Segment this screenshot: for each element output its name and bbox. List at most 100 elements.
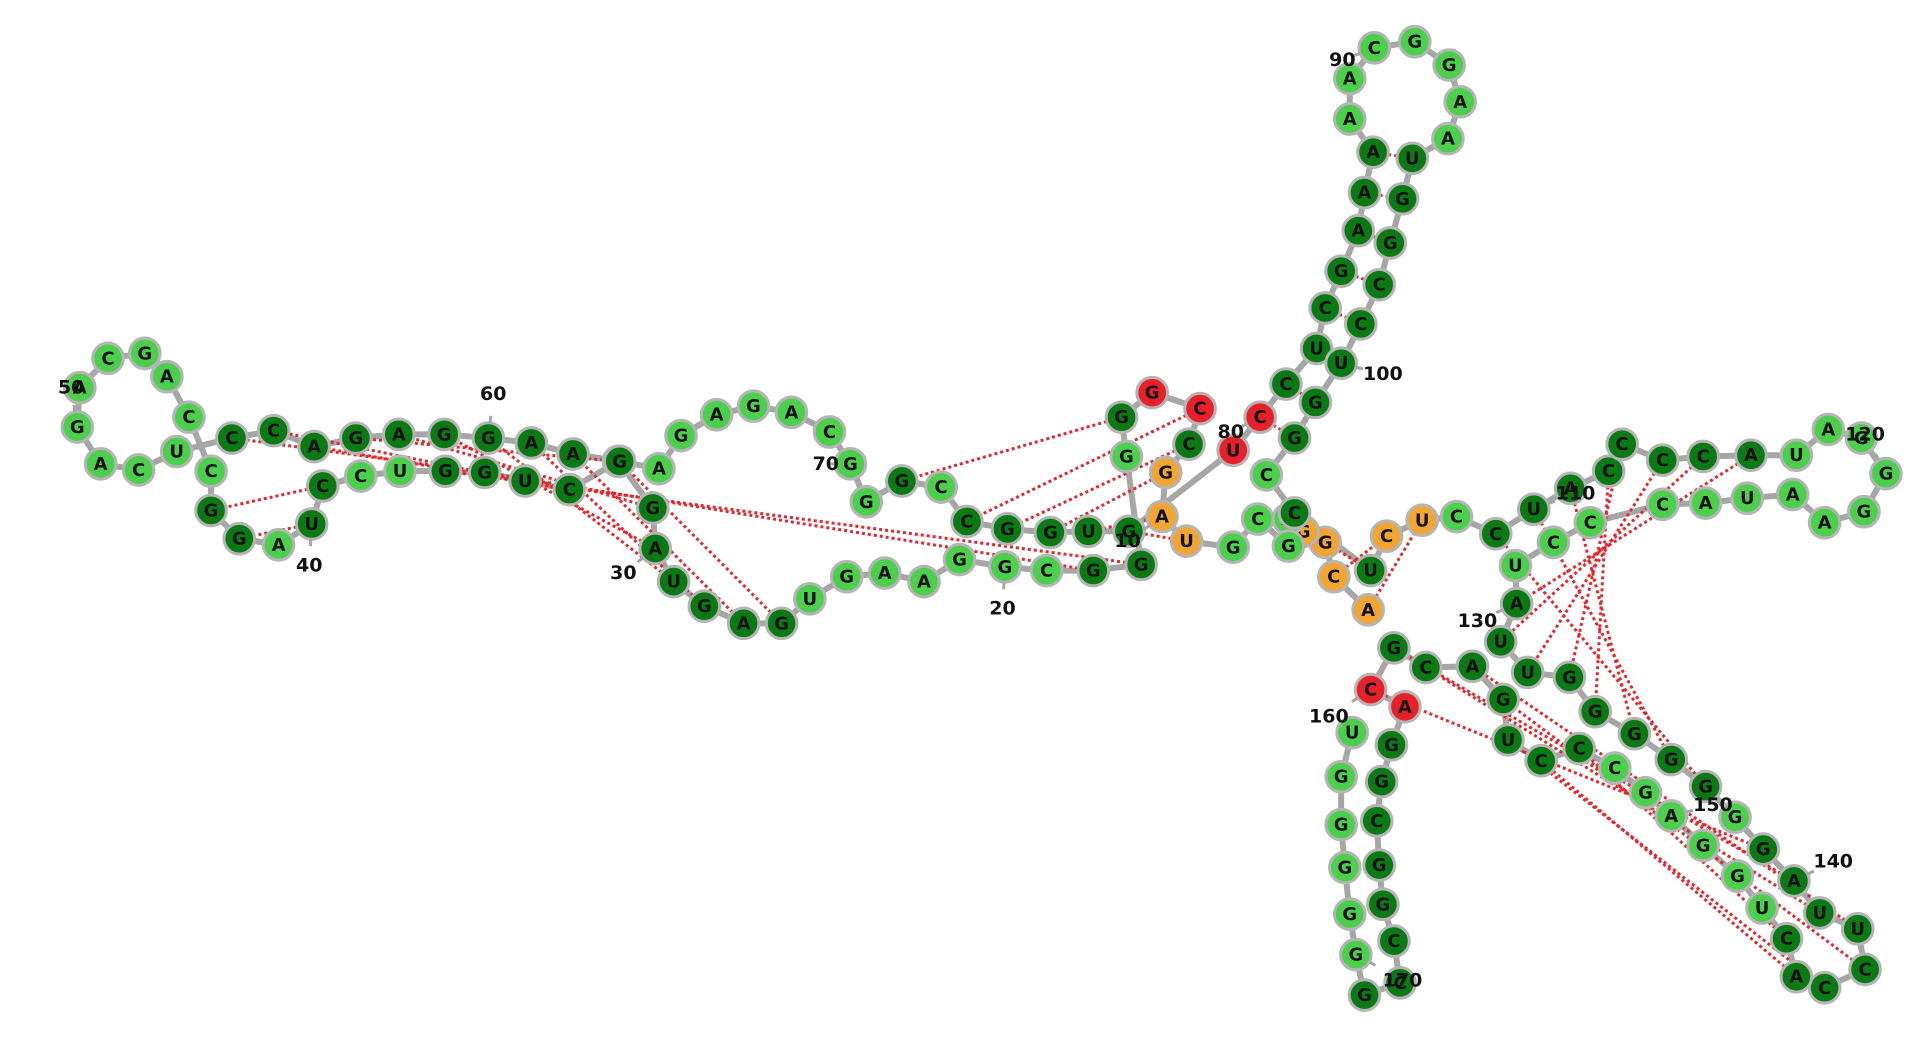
nucleotide-letter: A [1786,484,1800,505]
nucleotide-letter: C [1193,399,1206,420]
nucleotide-letter: A [1155,507,1169,528]
nucleotide-circle [1605,427,1639,462]
nucleotide-circle [1552,660,1587,695]
nucleotide-node: A [62,370,97,405]
nucleotide-node: A [1654,799,1689,833]
nucleotide-letter: U [1520,662,1535,683]
nucleotide-letter: U [518,471,533,492]
nucleotide-circle [829,559,864,594]
base-pair-bond [1063,478,1153,527]
nucleotide-node: A [1499,586,1534,621]
nucleotide-letter: G [204,500,219,521]
nucleotide-letter: G [1281,536,1296,557]
nucleotide-node: A [1431,121,1465,156]
nucleotide-circle [907,564,941,599]
nucleotide-node: C [1308,291,1343,325]
nucleotide-letter: G [1383,233,1398,254]
nucleotide-node: G [1324,759,1358,794]
nucleotide-letter: A [1664,806,1678,827]
nucleotide-letter: A [1821,419,1835,440]
nucleotide-node: U [1498,548,1533,583]
nucleotide-letter: C [132,460,145,481]
nucleotide-node: G [1112,514,1146,549]
nucleotide-letter: C [1319,298,1332,319]
nucleotide-letter: A [524,433,538,454]
nucleotide-letter: G [1696,835,1711,856]
nucleotide-node: U [1405,503,1439,538]
nucleotide-circle [467,455,502,490]
nucleotide-circle [1362,848,1397,882]
nucleotide-circle [1169,524,1204,558]
nucleotide-node: C [1249,458,1284,492]
nucleotide-node: A [1553,471,1588,506]
nucleotide-node: C [1645,443,1680,477]
nucleotide-circle [556,437,590,471]
nucleotide-circle [1240,502,1275,536]
nucleotide-letter: G [1158,462,1173,483]
nucleotide-letter: G [1342,904,1357,925]
base-pair-bond [1571,458,1621,663]
nucleotide-letter: U [1789,445,1804,466]
position-label: 30 [610,562,636,584]
nucleotide-letter: G [1086,561,1101,582]
nucleotide-circle [1510,655,1545,690]
nucleotide-letter: G [1387,638,1402,659]
nucleotide-circle [339,421,373,455]
nucleotide-circle [381,417,416,452]
nucleotide-circle [1840,912,1875,946]
nucleotide-letter: G [481,428,496,449]
nucleotide-letter: C [1288,503,1301,524]
nucleotide-letter: U [169,442,184,463]
nucleotide-letter: G [1357,985,1372,1006]
nucleotide-circle [1269,367,1303,401]
nucleotide-letter: U [1081,521,1096,542]
nucleotide-circle [1802,896,1837,930]
nucleotide-circle [1847,494,1881,529]
nucleotide-node: G [1033,515,1068,550]
nucleotide-node: G [1654,742,1689,777]
nucleotide-circle [1183,391,1217,426]
nucleotide-letter: C [1656,494,1669,515]
nucleotide-node: C [1172,427,1206,462]
nucleotide-letter: A [392,424,406,445]
nucleotide-letter: G [1698,777,1713,798]
nucleotide-letter: G [1121,521,1136,542]
nucleotide-circle [508,464,543,498]
nucleotide-letter: G [1119,446,1134,467]
nucleotide-node: G [1216,530,1251,565]
nucleotide-node: C [1377,924,1411,958]
nucleotide-node: G [1076,553,1111,588]
nucleotide-circle [261,527,296,562]
nucleotide-circle [1353,553,1388,588]
position-label: 100 [1363,363,1403,385]
nucleotide-circle [1811,412,1846,447]
nucleotide-letter: G [1879,464,1894,485]
position-label: 20 [989,598,1015,620]
nucleotide-circle [471,421,506,455]
nucleotide-letter: C [823,422,836,443]
nucleotide-letter: C [1535,751,1548,772]
nucleotide-node: U [1071,514,1106,549]
nucleotide-circle [1443,85,1478,119]
nucleotide-node: G [942,542,977,577]
nucleotide-circle [1277,496,1312,530]
nucleotide-node: C [812,415,847,449]
nucleotide-node: A [1356,135,1390,169]
nucleotide-letter: G [1375,894,1390,915]
nucleotide-letter: C [1354,314,1367,335]
nucleotide-letter: G [1384,735,1399,756]
nucleotide-node: U [1802,896,1837,930]
nucleotide-node: G [1324,254,1358,289]
nucleotide-letter: G [746,396,761,417]
nucleotide-circle [1628,775,1663,810]
nucleotide-circle [1339,937,1373,972]
nucleotide-circle [1617,716,1652,751]
nucleotide-circle [1109,439,1144,474]
nucleotide-node: C [950,504,984,539]
nucleotide-circle [924,470,958,504]
nucleotide-letter: G [612,451,627,472]
nucleotide-letter: C [1616,434,1629,455]
nucleotide-circle [1335,715,1370,750]
nucleotide-circle [427,417,462,452]
nucleotide-circle [343,459,378,493]
